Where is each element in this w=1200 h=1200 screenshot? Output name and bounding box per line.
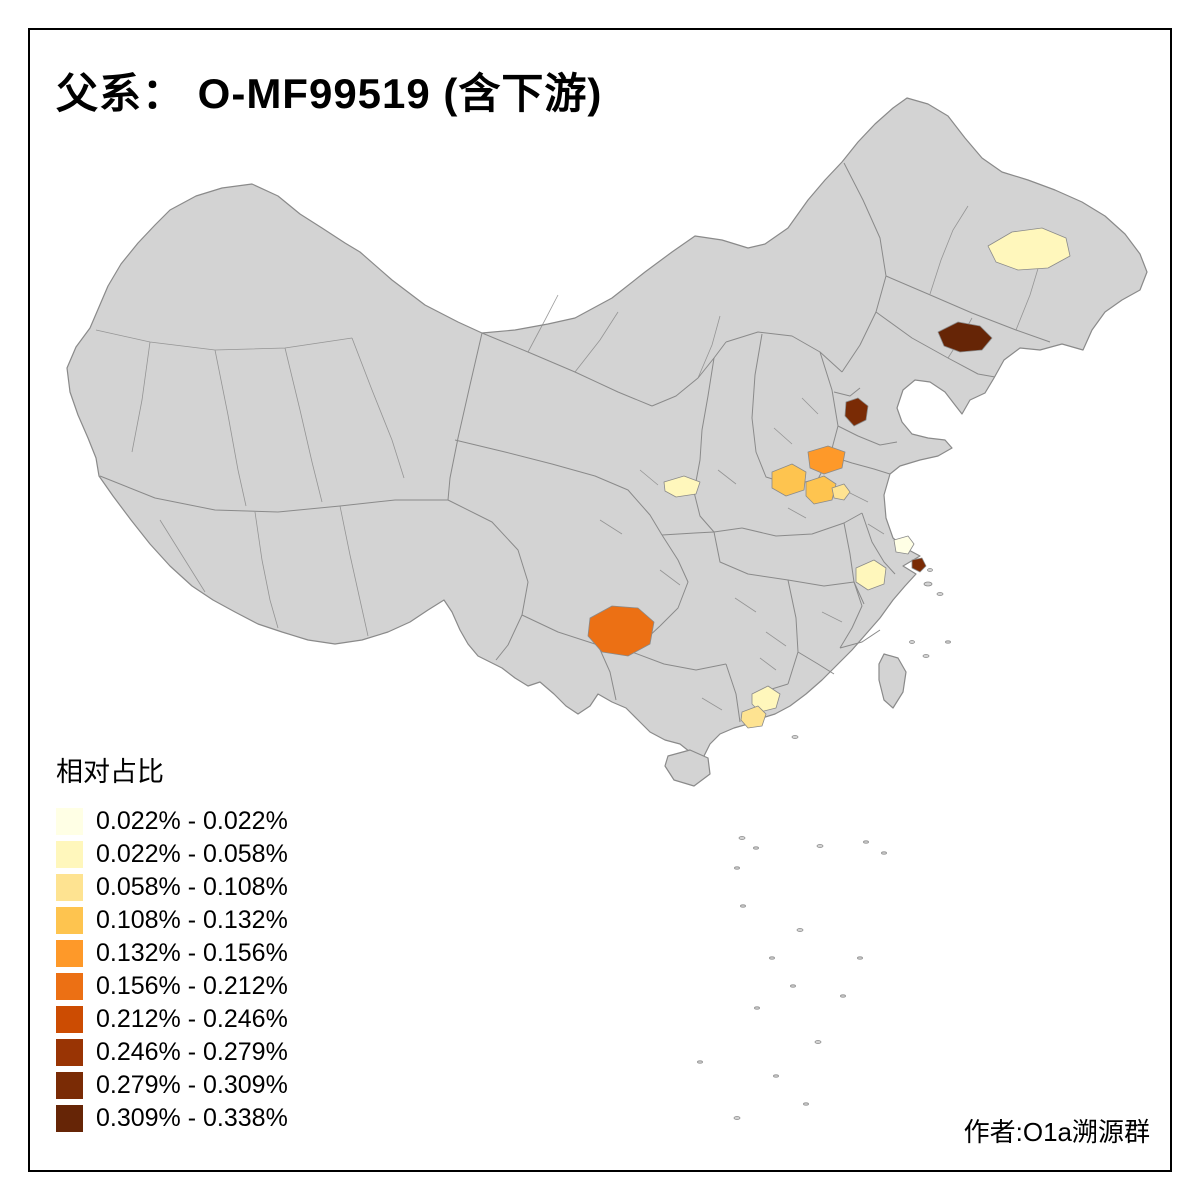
choropleth-region [587, 605, 655, 657]
legend-item: 0.279% - 0.309% [56, 1069, 288, 1102]
choropleth-region [855, 559, 887, 591]
choropleth-region [844, 397, 869, 427]
legend-label: 0.309% - 0.338% [96, 1104, 288, 1132]
legend-swatch [56, 1006, 83, 1033]
choropleth-region [911, 557, 927, 573]
legend: 相对占比 0.022% - 0.022% 0.022% - 0.058% 0.0… [56, 750, 288, 1135]
legend-label: 0.212% - 0.246% [96, 1005, 288, 1033]
choropleth-region [771, 463, 807, 497]
legend-item: 0.246% - 0.279% [56, 1036, 288, 1069]
legend-label: 0.246% - 0.279% [96, 1038, 288, 1066]
choropleth-region [937, 321, 993, 353]
legend-swatch [56, 973, 83, 1000]
legend-swatch [56, 940, 83, 967]
legend-label: 0.132% - 0.156% [96, 939, 288, 967]
prefecture-borders [95, 205, 1041, 711]
china-mainland-outline [66, 97, 1148, 767]
sea-islands [697, 568, 951, 1120]
attribution-text: 作者:O1a溯源群 [963, 1117, 1150, 1147]
legend-swatch [56, 841, 83, 868]
choropleth-region [740, 705, 767, 729]
legend-label: 0.022% - 0.058% [96, 840, 288, 868]
legend-item: 0.156% - 0.212% [56, 970, 288, 1003]
legend-label: 0.058% - 0.108% [96, 873, 288, 901]
legend-swatch [56, 1072, 83, 1099]
legend-item: 0.132% - 0.156% [56, 937, 288, 970]
choropleth-region [663, 475, 701, 498]
choropleth-region [807, 445, 846, 475]
legend-item: 0.022% - 0.022% [56, 805, 288, 838]
legend-label: 0.108% - 0.132% [96, 906, 288, 934]
legend-item: 0.309% - 0.338% [56, 1102, 288, 1135]
legend-swatch [56, 874, 83, 901]
legend-label: 0.022% - 0.022% [96, 807, 288, 835]
choropleth-region [831, 483, 851, 501]
choropleth-region [751, 685, 781, 713]
legend-item: 0.022% - 0.058% [56, 838, 288, 871]
colored-regions [587, 227, 1071, 729]
legend-swatch [56, 1105, 83, 1132]
choropleth-region [893, 535, 915, 555]
legend-label: 0.279% - 0.309% [96, 1071, 288, 1099]
choropleth-region [987, 227, 1071, 271]
legend-swatch [56, 1039, 83, 1066]
legend-swatch [56, 808, 83, 835]
legend-item: 0.058% - 0.108% [56, 871, 288, 904]
legend-item: 0.212% - 0.246% [56, 1003, 288, 1036]
map-base [66, 97, 1148, 787]
choropleth-region [805, 475, 837, 505]
legend-label: 0.156% - 0.212% [96, 972, 288, 1000]
page-title: 父系： O-MF99519 (含下游) [56, 70, 603, 117]
legend-item: 0.108% - 0.132% [56, 904, 288, 937]
taiwan-island [878, 653, 907, 709]
hainan-island [664, 749, 711, 787]
legend-swatch [56, 907, 83, 934]
legend-title: 相对占比 [56, 757, 164, 787]
